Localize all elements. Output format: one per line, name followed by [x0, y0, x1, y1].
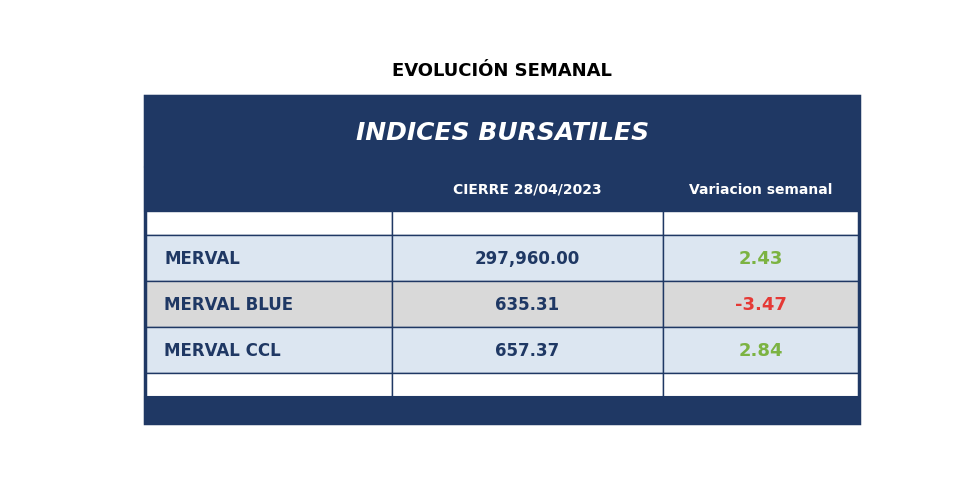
Text: Variacion semanal: Variacion semanal [689, 182, 833, 197]
Text: -3.47: -3.47 [735, 295, 787, 313]
Bar [145, 167, 392, 212]
Bar [662, 373, 859, 397]
Bar [145, 236, 392, 282]
Text: 2.84: 2.84 [739, 341, 783, 359]
Bar [662, 397, 859, 424]
Text: EVOLUCIÓN SEMANAL: EVOLUCIÓN SEMANAL [392, 62, 612, 80]
Bar [145, 97, 859, 167]
Bar [145, 397, 392, 424]
Text: 635.31: 635.31 [495, 295, 560, 313]
Bar [662, 327, 859, 373]
Bar [662, 236, 859, 282]
Text: 297,960.00: 297,960.00 [474, 250, 580, 268]
Bar [145, 373, 392, 397]
Bar [145, 212, 392, 236]
Bar [392, 236, 662, 282]
Bar [392, 327, 662, 373]
Text: 657.37: 657.37 [495, 341, 560, 359]
Bar [662, 167, 859, 212]
Bar [145, 327, 392, 373]
Bar [145, 282, 392, 327]
Bar [662, 212, 859, 236]
Text: MERVAL BLUE: MERVAL BLUE [165, 295, 293, 313]
Bar [662, 282, 859, 327]
Bar [392, 397, 662, 424]
Text: MERVAL: MERVAL [165, 250, 240, 268]
Bar [145, 97, 859, 423]
Bar [392, 167, 662, 212]
Text: MERVAL CCL: MERVAL CCL [165, 341, 281, 359]
Bar [392, 212, 662, 236]
Bar [392, 282, 662, 327]
Text: 2.43: 2.43 [739, 250, 783, 268]
Text: CIERRE 28/04/2023: CIERRE 28/04/2023 [453, 182, 602, 197]
Bar [392, 373, 662, 397]
Text: INDICES BURSATILES: INDICES BURSATILES [356, 121, 649, 144]
